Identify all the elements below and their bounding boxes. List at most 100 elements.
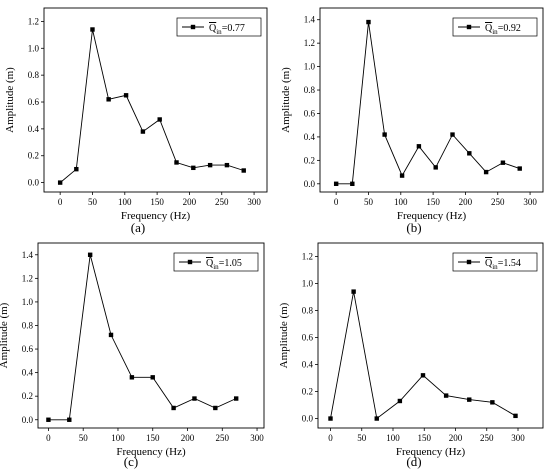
legend-box bbox=[452, 17, 538, 37]
data-point bbox=[123, 93, 129, 98]
series-line bbox=[59, 29, 244, 183]
data-point bbox=[433, 165, 438, 170]
x-tick-label: 150 bbox=[150, 197, 164, 207]
legend-entry: Qin=0.92 bbox=[485, 23, 521, 36]
y-tick-label: 0.0 bbox=[28, 178, 40, 188]
x-tick-label: 150 bbox=[146, 433, 160, 443]
y-tick-label: 0.2 bbox=[28, 151, 39, 161]
x-axis-label: Frequency (Hz) bbox=[396, 446, 466, 458]
y-tick-label: 1.0 bbox=[302, 279, 314, 289]
x-tick-label: 300 bbox=[247, 197, 261, 207]
plot-frame bbox=[43, 7, 268, 193]
x-tick-label: 200 bbox=[183, 197, 197, 207]
y-tick-label: 0.4 bbox=[28, 124, 40, 134]
x-tick-label: 0 bbox=[58, 197, 63, 207]
x-tick-label: 0 bbox=[334, 197, 339, 207]
data-point bbox=[517, 166, 522, 171]
x-tick-label: 250 bbox=[216, 433, 230, 443]
data-point bbox=[108, 332, 114, 338]
x-axis-label: Frequency (Hz) bbox=[116, 446, 186, 458]
chart-panel-3: 0 50 100 150 200 250 300 0.0 0.2 0.4 0.6 0.8 1.0 1.2 1… bbox=[0, 242, 265, 469]
y-tick-label: 0.4 bbox=[304, 132, 316, 142]
y-tick-label: 1.4 bbox=[304, 15, 316, 25]
series-line bbox=[48, 254, 237, 421]
y-tick-label: 0.0 bbox=[302, 414, 314, 424]
x-tick-label: 150 bbox=[426, 197, 440, 207]
x-tick-label: 100 bbox=[386, 433, 400, 443]
data-point bbox=[224, 162, 230, 168]
legend: Qin=0.92 bbox=[452, 17, 538, 37]
y-tick-label: 1.2 bbox=[22, 273, 33, 283]
x-tick-label: 150 bbox=[418, 433, 432, 443]
data-point bbox=[420, 373, 426, 378]
data-point bbox=[241, 168, 246, 173]
data-point bbox=[171, 405, 176, 411]
x-tick-label: 250 bbox=[491, 197, 505, 207]
x-tick-label: 200 bbox=[181, 433, 195, 443]
legend-box bbox=[452, 252, 538, 272]
x-tick-label: 0 bbox=[328, 433, 333, 443]
data-point bbox=[87, 252, 93, 257]
legend-entry: Qin=1.05 bbox=[206, 258, 242, 271]
x-tick-label: 100 bbox=[111, 433, 125, 443]
chart-panel-1: 0 50 100 150 200 250 300 0.0 0.2 0.4 0.6 0.8 1.0 1.2 F… bbox=[4, 7, 268, 235]
data-point bbox=[191, 165, 196, 171]
x-tick-label: 0 bbox=[46, 433, 51, 443]
data-point bbox=[490, 400, 495, 405]
legend: Qin=0.77 bbox=[176, 17, 262, 37]
data-point bbox=[416, 144, 422, 149]
y-tick-label: 0.8 bbox=[28, 70, 40, 80]
y-tick-label: 0.6 bbox=[302, 333, 314, 343]
y-tick-label: 0.2 bbox=[22, 391, 33, 401]
legend-entry: Qin=0.77 bbox=[209, 23, 245, 36]
data-point bbox=[106, 97, 111, 102]
y-axis-label: Amplitude (m) bbox=[4, 67, 16, 133]
x-tick-label: 200 bbox=[449, 433, 463, 443]
y-tick-label: 0.8 bbox=[304, 85, 316, 95]
x-tick-label: 100 bbox=[394, 197, 408, 207]
panel-label: (d) bbox=[406, 454, 421, 469]
y-tick-label: 0.6 bbox=[28, 97, 40, 107]
legend-entry: Qin=1.54 bbox=[485, 258, 521, 271]
legend-marker bbox=[187, 259, 193, 265]
y-tick-label: 0.0 bbox=[22, 415, 34, 425]
x-tick-label: 300 bbox=[511, 433, 525, 443]
data-point bbox=[46, 417, 51, 422]
y-axis-label: Amplitude (m) bbox=[280, 67, 292, 133]
plot-frame bbox=[37, 242, 265, 429]
data-point bbox=[150, 375, 155, 380]
y-tick-label: 1.2 bbox=[28, 16, 39, 26]
chart-panel-4: 0 50 100 150 200 250 300 0.0 0.2 0.4 0.6 0.8 1.0 1.2 F… bbox=[278, 242, 544, 469]
x-tick-label: 300 bbox=[250, 433, 264, 443]
legend-marker bbox=[466, 24, 472, 30]
data-point bbox=[467, 397, 472, 402]
data-point bbox=[67, 417, 72, 422]
x-tick-label: 300 bbox=[523, 197, 537, 207]
y-tick-label: 1.4 bbox=[22, 250, 34, 260]
y-tick-label: 1.0 bbox=[304, 62, 316, 72]
data-point bbox=[129, 375, 135, 380]
legend-box bbox=[176, 17, 262, 37]
y-axis-label: Amplitude (m) bbox=[278, 302, 290, 368]
data-point bbox=[513, 413, 518, 419]
y-tick-label: 0.4 bbox=[22, 368, 34, 378]
legend-marker bbox=[466, 259, 472, 265]
panel-label: (b) bbox=[406, 220, 421, 235]
chart-panel-2: 0 50 100 150 200 250 300 0.0 0.2 0.4 0.6 0.8 1.0 1.2 1… bbox=[280, 7, 544, 235]
series-line bbox=[330, 291, 516, 420]
data-point bbox=[57, 180, 63, 185]
data-point bbox=[140, 129, 146, 134]
x-tick-label: 250 bbox=[215, 197, 229, 207]
x-tick-label: 250 bbox=[480, 433, 494, 443]
data-point bbox=[350, 181, 355, 186]
plot-frame bbox=[319, 7, 544, 193]
data-point bbox=[382, 132, 387, 137]
data-point bbox=[213, 405, 218, 411]
y-tick-label: 1.0 bbox=[28, 43, 40, 53]
data-point bbox=[74, 166, 79, 172]
x-axis-label: Frequency (Hz) bbox=[397, 210, 467, 222]
y-tick-label: 1.0 bbox=[22, 297, 34, 307]
x-tick-label: 50 bbox=[88, 197, 98, 207]
y-tick-label: 0.2 bbox=[302, 387, 313, 397]
